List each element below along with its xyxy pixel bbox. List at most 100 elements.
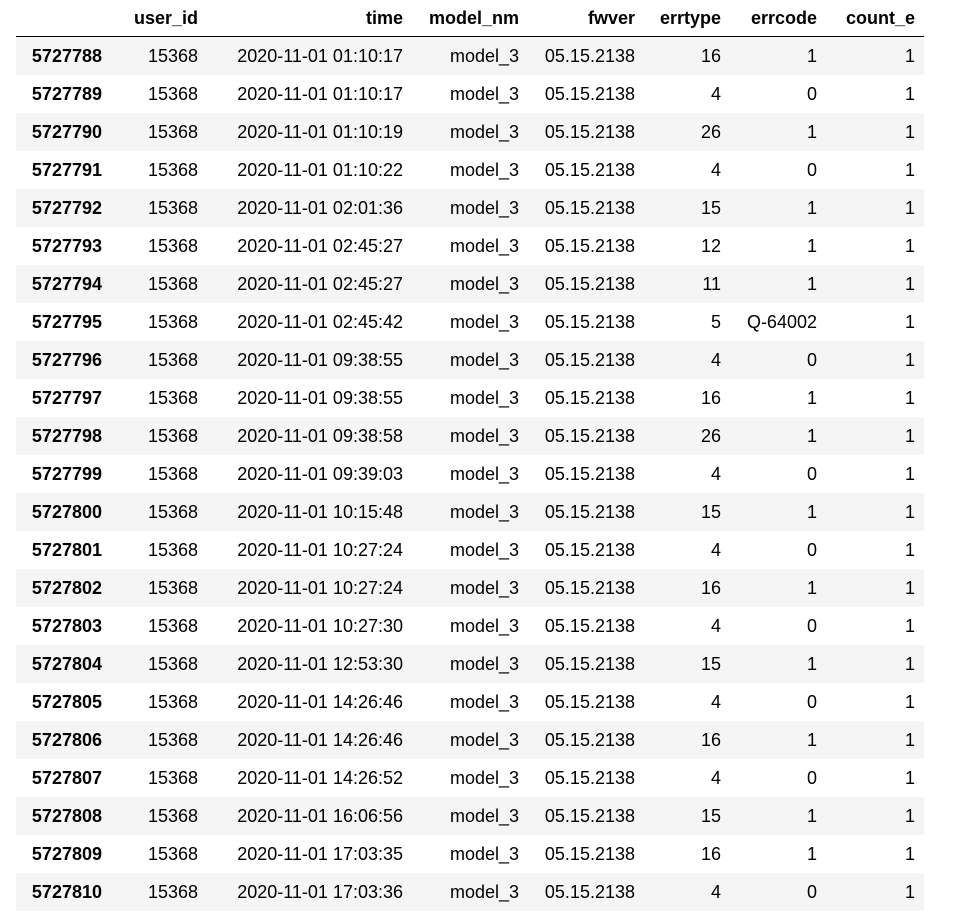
time-cell: 2020-11-01 02:45:42 [237, 311, 403, 332]
row-index: 5727794 [31, 273, 102, 294]
errcode-cell: 1 [806, 197, 817, 218]
model-nm-cell: model_3 [449, 387, 519, 408]
column-header-errcode: errcode [730, 0, 826, 37]
table-row: 5727805 15368 2020-11-01 14:26:46 model_3 05… [16, 683, 924, 721]
count-e-cell: 1 [904, 387, 915, 408]
time-cell: 2020-11-01 12:53:30 [237, 653, 403, 674]
errcode-cell: 0 [806, 159, 817, 180]
count-e-cell: 1 [904, 653, 915, 674]
table-body: 5727788 15368 2020-11-01 01:10:17 model_3 05… [16, 36, 924, 911]
model-nm-cell: model_3 [449, 197, 519, 218]
fwver-cell: 05.15.2138 [544, 805, 635, 826]
table-row: 5727789 15368 2020-11-01 01:10:17 model_3 05… [16, 75, 924, 113]
fwver-cell: 05.15.2138 [544, 463, 635, 484]
column-header-time: time [207, 0, 412, 37]
table-row: 5727791 15368 2020-11-01 01:10:22 model_3 05… [16, 151, 924, 189]
errtype-cell: 26 [700, 121, 721, 142]
model-nm-cell: model_3 [449, 615, 519, 636]
errtype-cell: 16 [700, 729, 721, 750]
errtype-cell: 12 [700, 235, 721, 256]
errcode-cell: 1 [806, 501, 817, 522]
errcode-cell: 0 [806, 463, 817, 484]
errcode-cell: 0 [806, 691, 817, 712]
count-e-cell: 1 [904, 843, 915, 864]
errcode-cell: 0 [806, 615, 817, 636]
errtype-cell: 26 [700, 425, 721, 446]
count-e-cell: 1 [904, 539, 915, 560]
errtype-cell: 4 [710, 881, 721, 902]
errcode-cell: 0 [806, 881, 817, 902]
count-e-cell: 1 [904, 691, 915, 712]
errtype-cell: 4 [710, 83, 721, 104]
count-e-cell: 1 [904, 83, 915, 104]
model-nm-cell: model_3 [449, 691, 519, 712]
time-cell: 2020-11-01 16:06:56 [237, 805, 403, 826]
errtype-cell: 5 [710, 311, 721, 332]
user-id-cell: 15368 [147, 539, 198, 560]
row-index: 5727799 [31, 463, 102, 484]
model-nm-cell: model_3 [449, 235, 519, 256]
errcode-cell: Q-64002 [746, 311, 817, 332]
user-id-cell: 15368 [147, 577, 198, 598]
row-index: 5727791 [31, 159, 102, 180]
errtype-cell: 4 [710, 463, 721, 484]
time-cell: 2020-11-01 10:27:30 [237, 615, 403, 636]
table-row: 5727788 15368 2020-11-01 01:10:17 model_3 05… [16, 36, 924, 75]
user-id-cell: 15368 [147, 159, 198, 180]
time-cell: 2020-11-01 14:26:52 [237, 767, 403, 788]
model-nm-cell: model_3 [449, 501, 519, 522]
fwver-cell: 05.15.2138 [544, 197, 635, 218]
time-cell: 2020-11-01 09:38:55 [237, 349, 403, 370]
model-nm-cell: model_3 [449, 577, 519, 598]
row-index: 5727788 [31, 45, 102, 66]
model-nm-cell: model_3 [449, 121, 519, 142]
row-index: 5727801 [31, 539, 102, 560]
table-row: 5727802 15368 2020-11-01 10:27:24 model_3 05… [16, 569, 924, 607]
table-row: 5727808 15368 2020-11-01 16:06:56 model_3 05… [16, 797, 924, 835]
model-nm-cell: model_3 [449, 463, 519, 484]
time-cell: 2020-11-01 10:15:48 [237, 501, 403, 522]
count-e-cell: 1 [904, 767, 915, 788]
model-nm-cell: model_3 [449, 159, 519, 180]
errcode-cell: 1 [806, 387, 817, 408]
count-e-cell: 1 [904, 425, 915, 446]
table-row: 5727806 15368 2020-11-01 14:26:46 model_3 05… [16, 721, 924, 759]
errtype-cell: 4 [710, 159, 721, 180]
count-e-cell: 1 [904, 463, 915, 484]
time-cell: 2020-11-01 02:45:27 [237, 235, 403, 256]
column-header-count-e: count_e [826, 0, 924, 37]
table-row: 5727793 15368 2020-11-01 02:45:27 model_3 05… [16, 227, 924, 265]
row-index: 5727807 [31, 767, 102, 788]
table-row: 5727797 15368 2020-11-01 09:38:55 model_3 05… [16, 379, 924, 417]
model-nm-cell: model_3 [449, 539, 519, 560]
row-index: 5727798 [31, 425, 102, 446]
model-nm-cell: model_3 [449, 881, 519, 902]
row-index: 5727790 [31, 121, 102, 142]
fwver-cell: 05.15.2138 [544, 615, 635, 636]
header-row: user_id time model_nm fwver errtype errc… [16, 0, 924, 37]
fwver-cell: 05.15.2138 [544, 349, 635, 370]
column-header-errtype: errtype [644, 0, 730, 37]
fwver-cell: 05.15.2138 [544, 121, 635, 142]
user-id-cell: 15368 [147, 653, 198, 674]
time-cell: 2020-11-01 01:10:17 [237, 83, 403, 104]
errcode-cell: 1 [806, 729, 817, 750]
errcode-cell: 0 [806, 349, 817, 370]
row-index: 5727809 [31, 843, 102, 864]
model-nm-cell: model_3 [449, 843, 519, 864]
errtype-cell: 16 [700, 577, 721, 598]
time-cell: 2020-11-01 14:26:46 [237, 691, 403, 712]
column-header-model-nm: model_nm [412, 0, 528, 37]
row-index: 5727802 [31, 577, 102, 598]
fwver-cell: 05.15.2138 [544, 273, 635, 294]
errtype-cell: 4 [710, 349, 721, 370]
user-id-cell: 15368 [147, 387, 198, 408]
table-row: 5727800 15368 2020-11-01 10:15:48 model_3 05… [16, 493, 924, 531]
row-index: 5727808 [31, 805, 102, 826]
table-row: 5727807 15368 2020-11-01 14:26:52 model_3 05… [16, 759, 924, 797]
errtype-cell: 15 [700, 197, 721, 218]
table-row: 5727795 15368 2020-11-01 02:45:42 model_3 05… [16, 303, 924, 341]
row-index: 5727796 [31, 349, 102, 370]
column-header-fwver: fwver [528, 0, 644, 37]
model-nm-cell: model_3 [449, 653, 519, 674]
